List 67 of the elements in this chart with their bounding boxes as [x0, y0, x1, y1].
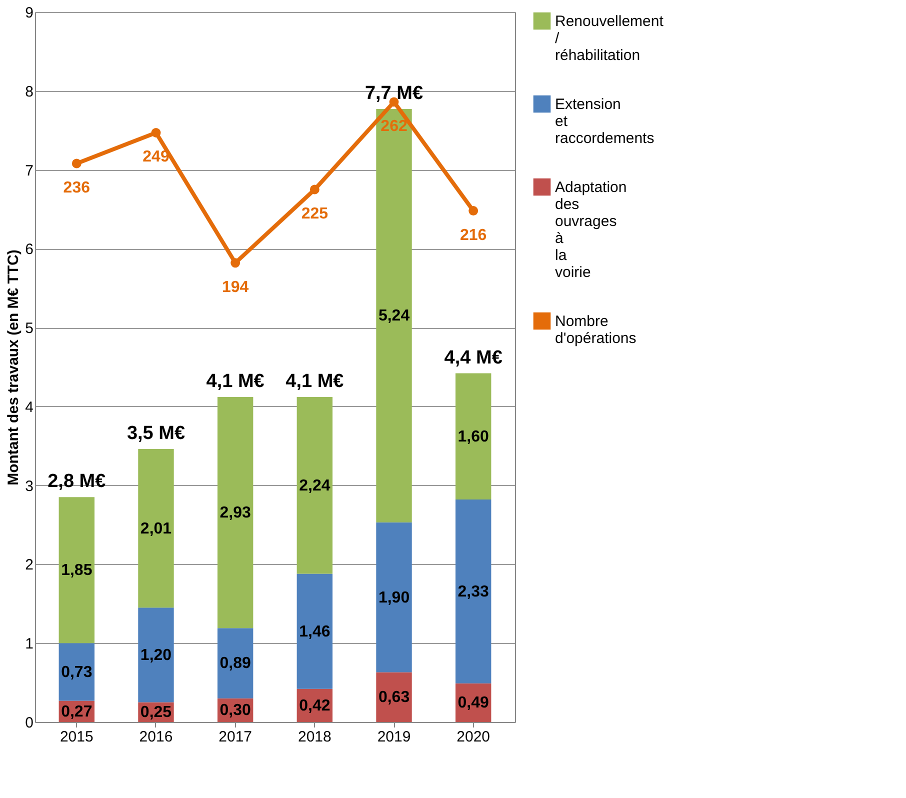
total-label: 2,8 M€: [48, 471, 106, 492]
bar: [58, 643, 95, 701]
data-label: 0,49: [458, 694, 490, 712]
legend-label: Extension et raccordements: [555, 96, 654, 147]
data-label: 2,33: [458, 583, 490, 600]
bar: [217, 628, 254, 698]
y-tick-label: 0: [25, 714, 34, 732]
y-tick-label: 8: [25, 83, 34, 100]
x-tick-label: 2016: [139, 728, 173, 746]
point: [310, 184, 320, 194]
bar: [138, 608, 174, 702]
total-label: 4,1 M€: [206, 370, 265, 392]
y-tick-label: 1: [25, 636, 34, 653]
bar: [455, 500, 492, 684]
bar: [138, 449, 174, 608]
y-tick-label: 6: [25, 241, 34, 258]
data-label: 1,90: [378, 589, 410, 606]
data-label: 0,89: [220, 655, 251, 672]
bar: [58, 497, 95, 644]
data-label: 1,20: [140, 646, 172, 664]
y-tick-label: 3: [25, 478, 34, 495]
y-tick-label: 2: [25, 556, 34, 574]
total-label: 7,7 M€: [364, 83, 424, 104]
data-label: 2,93: [220, 504, 251, 522]
point: [151, 128, 161, 138]
x-tick-label: 2015: [60, 728, 94, 746]
y-tick-label: 7: [25, 162, 34, 180]
data-label: 216: [460, 226, 487, 244]
data-label: 5,24: [378, 308, 410, 325]
data-label: 2,24: [299, 477, 330, 494]
data-label: 262: [380, 118, 408, 135]
data-label: 0,25: [140, 704, 172, 722]
data-label: 1,60: [458, 428, 490, 446]
data-label: 0,27: [61, 703, 92, 720]
data-label: 0,63: [378, 689, 410, 706]
data-label: 0,30: [220, 702, 251, 720]
data-label: 2,01: [140, 520, 172, 538]
total-label: 4,4 M€: [444, 347, 503, 368]
data-label: 1,46: [299, 623, 330, 640]
y-axis-title: Montant des travaux (en M€ TTC): [5, 250, 22, 486]
data-label: 0,73: [61, 664, 92, 681]
y-tick-label: 9: [25, 4, 34, 22]
legend-label: Nombre d'opérations: [555, 313, 636, 347]
point: [72, 158, 82, 168]
x-tick-label: 2017: [218, 728, 252, 746]
data-label: 225: [301, 206, 328, 222]
bar: [455, 373, 492, 500]
legend-label: Renouvellement / réhabilitation: [555, 13, 664, 64]
bar: [296, 574, 333, 689]
total-label: 3,5 M€: [126, 423, 186, 444]
legend-label: Adaptation des ouvrages à la voirie: [555, 179, 627, 281]
bar: [376, 109, 412, 522]
bar: [376, 522, 412, 672]
point: [230, 258, 240, 268]
data-label: 236: [63, 179, 90, 196]
data-label: 194: [222, 278, 249, 296]
y-tick-label: 4: [25, 398, 34, 416]
total-label: 4,1 M€: [286, 370, 344, 392]
x-tick-label: 2018: [298, 728, 332, 746]
data-label: 1,85: [61, 562, 92, 580]
x-tick-label: 2019: [377, 728, 411, 746]
data-label: 0,42: [299, 697, 330, 714]
point: [468, 206, 478, 216]
bar: [296, 396, 333, 574]
x-tick-label: 2020: [456, 728, 490, 746]
y-tick-label: 5: [25, 320, 34, 338]
bar: [217, 396, 254, 628]
